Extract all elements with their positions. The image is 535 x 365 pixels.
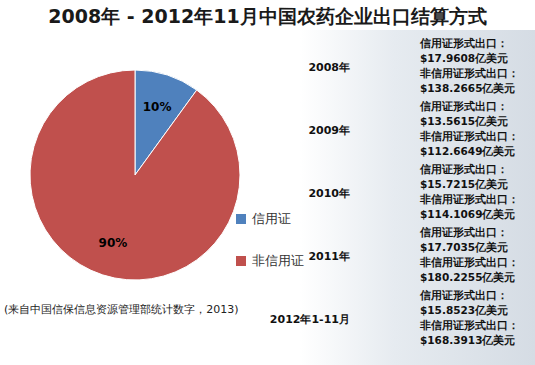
html-text:信用证形式出口：: 信用证形式出口：	[420, 163, 508, 175]
html-text:$17.7035亿美元: $17.7035亿美元	[420, 241, 509, 253]
html-text:$168.3913亿美元: $168.3913亿美元	[420, 334, 516, 346]
html-text:$112.6649亿美元: $112.6649亿美元	[420, 145, 516, 157]
html-text:2010年: 2010年	[308, 187, 350, 200]
html-text:2011年: 2011年	[308, 250, 350, 263]
html-text:$15.7215亿美元: $15.7215亿美元	[420, 178, 509, 190]
html-text:非信用证形式出口：: 非信用证形式出口：	[420, 193, 519, 205]
html-text:$180.2255亿美元: $180.2255亿美元	[420, 271, 516, 283]
html-text:非信用证形式出口：: 非信用证形式出口：	[420, 319, 519, 331]
html-text:(来自中国信保信息资源管理部统计数字，2013): (来自中国信保信息资源管理部统计数字，2013)	[4, 303, 239, 316]
html-text:非信用证形式出口：: 非信用证形式出口：	[420, 256, 519, 268]
html-text:2008年 - 2012年11月中国农药企业出口结算方式: 2008年 - 2012年11月中国农药企业出口结算方式	[48, 5, 487, 27]
html-text:信用证: 信用证	[252, 211, 291, 226]
html-text:$17.9608亿美元: $17.9608亿美元	[420, 52, 509, 64]
html-text:信用证形式出口：: 信用证形式出口：	[420, 37, 508, 49]
html-text:非信用证形式出口：: 非信用证形式出口：	[420, 130, 519, 142]
html-text:$114.1069亿美元: $114.1069亿美元	[420, 208, 516, 220]
html-text:$138.2665亿美元: $138.2665亿美元	[420, 82, 516, 94]
html-text:$15.8523亿美元: $15.8523亿美元	[420, 304, 509, 316]
html-text:信用证形式出口：: 信用证形式出口：	[420, 100, 508, 112]
html-text:信用证形式出口：: 信用证形式出口：	[420, 226, 508, 238]
svg-text:90%: 90%	[99, 236, 128, 250]
html-text:非信用证形式出口：: 非信用证形式出口：	[420, 67, 519, 79]
html-text:非信用证: 非信用证	[252, 253, 304, 268]
html-text:信用证形式出口：: 信用证形式出口：	[420, 289, 508, 301]
html-text:2009年: 2009年	[308, 124, 350, 137]
html-text:2008年: 2008年	[308, 61, 350, 74]
html-text:$13.5615亿美元: $13.5615亿美元	[420, 115, 509, 127]
svg-text:10%: 10%	[143, 100, 172, 114]
html-text:2012年1-11月: 2012年1-11月	[269, 313, 350, 326]
